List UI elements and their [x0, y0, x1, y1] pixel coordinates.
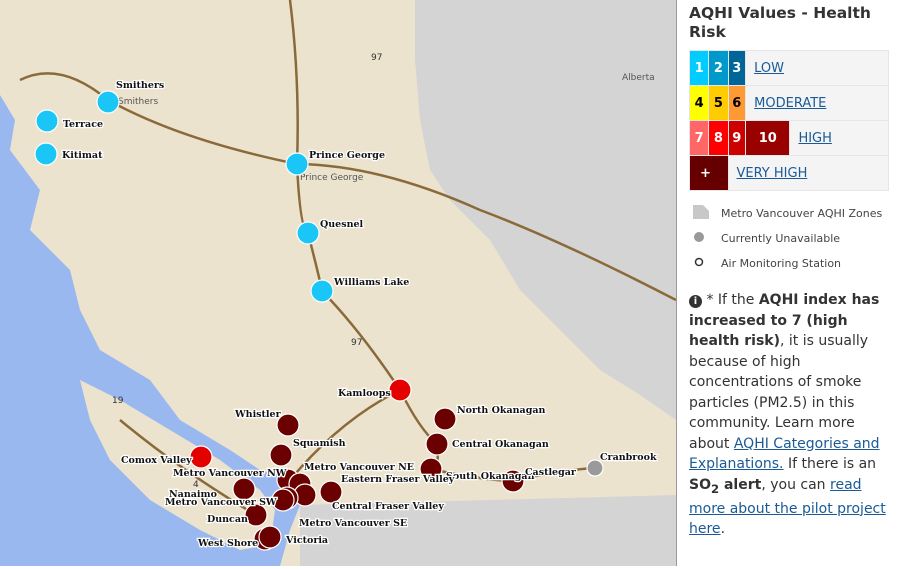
alberta-label: Alberta: [622, 73, 655, 83]
station-label: Cranbrook: [600, 452, 657, 463]
station-label: Victoria: [285, 535, 328, 546]
note-text: If there is an: [783, 456, 877, 472]
station-marker-south-okanagan[interactable]: [419, 457, 443, 481]
aqhi-categories-link[interactable]: AQHI Categories and Explanations.: [689, 435, 880, 473]
station-label: South Okanagan: [446, 471, 535, 482]
highway-shield: 97: [351, 338, 362, 348]
station-marker-kitimat[interactable]: [34, 142, 58, 166]
unavailable-dot-icon: [693, 230, 711, 247]
station-label: Whistler: [234, 409, 282, 420]
station-label: Comox Valley: [121, 455, 192, 466]
city-label: Prince George: [300, 173, 364, 183]
station-label: Metro Vancouver NE: [304, 462, 414, 473]
risk-link-very-high[interactable]: VERY HIGH: [736, 165, 808, 181]
station-marker-quesnel[interactable]: [296, 221, 320, 245]
station-marker-squamish[interactable]: [269, 443, 293, 467]
aqhi-value-cell: 8: [708, 120, 729, 156]
note-text: , it is usually because of high concentr…: [689, 333, 869, 452]
station-label: Williams Lake: [333, 277, 409, 288]
station-label: Smithers: [116, 80, 164, 91]
station-label: Metro Vancouver SE: [299, 518, 407, 529]
highway-shield: 4: [193, 480, 199, 490]
station-label: North Okanagan: [457, 405, 546, 416]
station-marker-duncan[interactable]: [244, 503, 268, 527]
scale-row: + VERY HIGH: [689, 155, 889, 191]
aqhi-scale: 1 2 3 LOW 4 5 6 MODERATE 7 8 9 10 HIGH + VERY HIGH: [688, 50, 889, 191]
so2-alert: SO2 alert: [689, 476, 762, 496]
station-marker-metro-vancouver-sw[interactable]: [271, 488, 295, 512]
note-text: , you can: [761, 476, 831, 493]
aqhi-value-cell: 1: [688, 50, 710, 86]
aqhi-value-cell: 4: [688, 85, 710, 121]
aqhi-value-cell: 10: [745, 120, 791, 156]
station-marker-whistler[interactable]: [276, 413, 300, 437]
legend-zones: Metro Vancouver AQHI Zones: [721, 207, 883, 220]
aqhi-map[interactable]: Alberta Prince George Smithers 97 97 19 …: [0, 0, 677, 566]
station-label: Kitimat: [62, 150, 103, 161]
legend-panel: AQHI Values - Health Risk 1 2 3 LOW 4 5 6 MODER…: [688, 0, 894, 540]
aqhi-value-cell: 6: [727, 85, 747, 121]
base-labels: Alberta Prince George Smithers 97 97 19 …: [112, 53, 655, 490]
station-label: Central Fraser Valley: [332, 501, 444, 512]
aqhi-value-cell: 7: [688, 120, 710, 156]
legend-station: Air Monitoring Station: [721, 257, 842, 270]
panel-title: AQHI Values - Health Risk: [689, 4, 871, 41]
aqhi-value-cell: 9: [727, 120, 747, 156]
station-marker-castlegar[interactable]: [501, 469, 525, 493]
station-circle-icon: [693, 255, 711, 272]
station-marker-victoria[interactable]: [258, 525, 282, 549]
station-label: Squamish: [293, 438, 346, 449]
station-marker-kamloops[interactable]: [388, 378, 412, 402]
scale-row: 1 2 3 LOW: [688, 50, 889, 86]
station-marker-north-okanagan[interactable]: [433, 407, 457, 431]
station-marker-terrace[interactable]: [35, 109, 59, 133]
station-marker-nanaimo[interactable]: [232, 477, 256, 501]
highway-shield: 19: [112, 396, 124, 406]
station-marker-prince-george[interactable]: [285, 152, 309, 176]
scale-row: 4 5 6 MODERATE: [688, 85, 889, 121]
station-marker-williams-lake[interactable]: [310, 279, 334, 303]
aqhi-value-cell: 3: [727, 50, 747, 86]
ocean: [0, 95, 300, 566]
scale-row: 7 8 9 10 HIGH: [688, 120, 889, 156]
note-bold: AQHI index has increased to 7 (high heal…: [689, 292, 880, 349]
map-canvas[interactable]: Alberta Prince George Smithers 97 97 19 …: [0, 0, 677, 566]
alberta-region: [415, 0, 676, 420]
station-marker-comox-valley[interactable]: [189, 445, 213, 469]
aqhi-value-cell: 2: [708, 50, 729, 86]
station-label: Central Okanagan: [452, 439, 549, 450]
station-label: Nanaimo: [169, 489, 217, 500]
station-label: Quesnel: [320, 219, 364, 230]
station-marker-cranbrook[interactable]: [586, 459, 604, 477]
usa-region: [300, 495, 676, 566]
zone-icon: [693, 205, 711, 222]
note-text: * If the: [706, 292, 759, 308]
legend-unavailable: Currently Unavailable: [721, 232, 841, 245]
info-icon: i: [689, 295, 702, 308]
station-label: Prince George: [309, 150, 385, 161]
station-marker-eastern-fraser-valley[interactable]: [319, 480, 343, 504]
station-label: Kamloops: [338, 388, 391, 399]
risk-link-low[interactable]: LOW: [754, 60, 785, 76]
station-marker-central-okanagan[interactable]: [425, 432, 449, 456]
station-label: West Shore: [197, 538, 258, 549]
map-legend: Metro Vancouver AQHI Zones Currently Una…: [693, 201, 894, 276]
station-label: Metro Vancouver SW: [165, 497, 277, 508]
smoke-note: i * If the AQHI index has increased to 7…: [689, 292, 886, 538]
risk-link-high[interactable]: HIGH: [798, 130, 832, 146]
station-label: Castlegar: [525, 467, 577, 478]
aqhi-value-cell: +: [689, 155, 729, 191]
highway-shield: 97: [371, 53, 382, 63]
station-label: Terrace: [63, 119, 103, 130]
station-label: Duncan: [207, 514, 248, 525]
city-label: Smithers: [118, 97, 158, 107]
station-label: Metro Vancouver NW: [173, 468, 287, 479]
station-label: Eastern Fraser Valley: [341, 474, 455, 485]
station-marker-smithers[interactable]: [96, 90, 120, 114]
aqhi-value-cell: 5: [708, 85, 729, 121]
pilot-project-link[interactable]: read more about the pilot project here: [689, 476, 886, 538]
risk-link-moderate[interactable]: MODERATE: [754, 95, 827, 111]
